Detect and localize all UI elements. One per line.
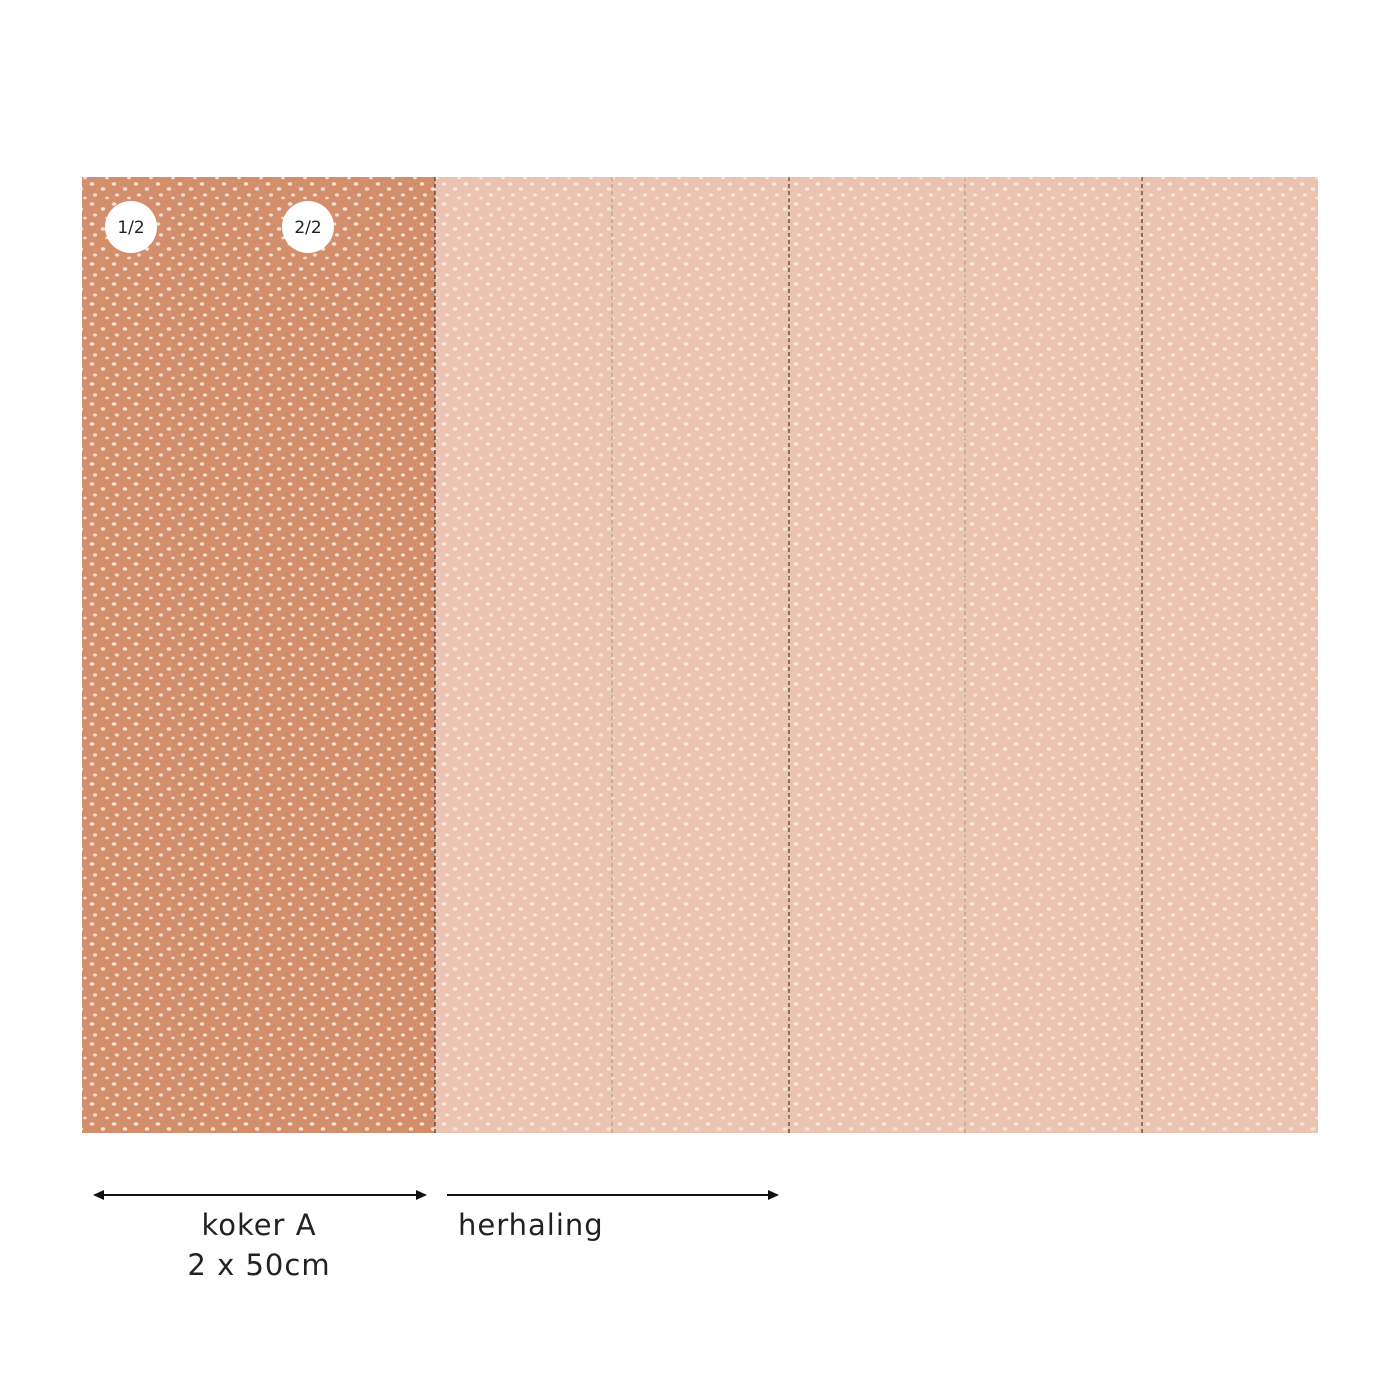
arrows — [93, 1190, 779, 1200]
roll-size: 2 x 50cm — [187, 1248, 330, 1282]
badge-circle — [105, 201, 157, 253]
badge-label: 1/2 — [117, 218, 144, 238]
badge-label: 2/2 — [294, 218, 321, 238]
panels — [82, 177, 1318, 1133]
arrow-head — [768, 1190, 779, 1200]
badges: 1/2 2/2 — [105, 201, 334, 253]
arrow-head — [416, 1190, 427, 1200]
roll-label: koker A — [201, 1208, 316, 1242]
repeat-label: herhaling — [458, 1208, 604, 1242]
pattern — [82, 177, 1318, 1133]
arrow-head — [93, 1190, 104, 1200]
badge-circle — [282, 201, 334, 253]
